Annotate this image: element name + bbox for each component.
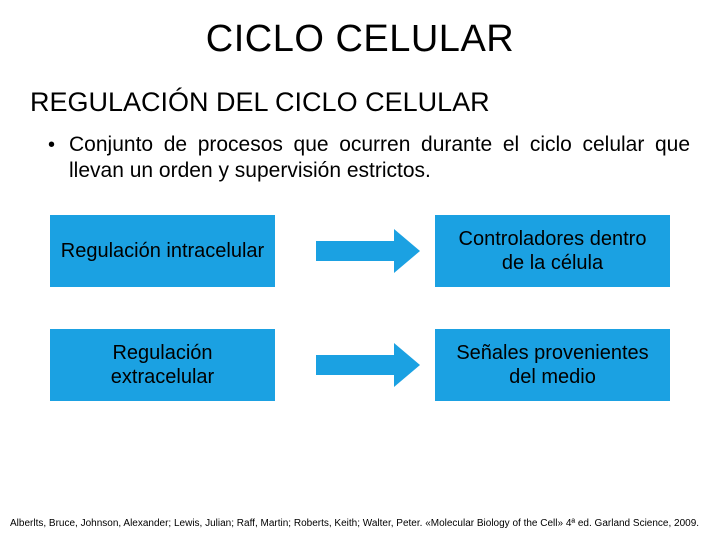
regulation-diagram: Regulación intracelular Controladores de… [30, 215, 690, 401]
arrow-wrap [275, 355, 435, 375]
bullet-text: Conjunto de procesos que ocurren durante… [69, 132, 690, 185]
box-controladores: Controladores dentro de la célula [435, 215, 670, 287]
section-subtitle: REGULACIÓN DEL CICLO CELULAR [30, 87, 690, 118]
diagram-row: Regulación intracelular Controladores de… [50, 215, 670, 287]
arrow-wrap [275, 241, 435, 261]
box-extracelular: Regulación extracelular [50, 329, 275, 401]
slide: CICLO CELULAR REGULACIÓN DEL CICLO CELUL… [0, 0, 720, 540]
arrow-right-icon [316, 241, 394, 261]
citation-text: Alberlts, Bruce, Johnson, Alexander; Lew… [10, 518, 710, 530]
page-title: CICLO CELULAR [30, 18, 690, 61]
bullet-item: • Conjunto de procesos que ocurren duran… [30, 132, 690, 185]
box-intracelular: Regulación intracelular [50, 215, 275, 287]
arrow-right-icon [316, 355, 394, 375]
diagram-row: Regulación extracelular Señales provenie… [50, 329, 670, 401]
box-senales: Señales provenientes del medio [435, 329, 670, 401]
bullet-marker: • [48, 132, 55, 158]
